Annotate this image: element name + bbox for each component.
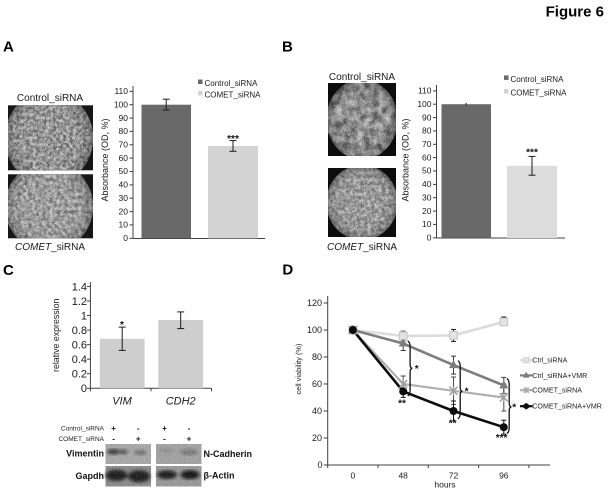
svg-text:Gapdh: Gapdh [76, 471, 105, 481]
svg-text:0: 0 [317, 460, 322, 470]
svg-text:B: B [282, 39, 293, 56]
svg-text:*: * [120, 320, 124, 331]
svg-text:+: + [136, 435, 141, 444]
svg-text:0: 0 [81, 383, 87, 395]
svg-text:β-Actin: β-Actin [204, 471, 235, 481]
svg-text:**: ** [449, 419, 457, 430]
svg-text:CDH2: CDH2 [166, 396, 196, 408]
svg-text:0.6: 0.6 [72, 340, 87, 352]
svg-text:COMET_siRNA: COMET_siRNA [532, 387, 582, 395]
svg-text:90: 90 [119, 113, 129, 123]
svg-text:80: 80 [422, 126, 432, 136]
svg-text:100: 100 [307, 325, 322, 335]
svg-text:30: 30 [119, 193, 129, 203]
svg-text:96: 96 [499, 471, 509, 481]
svg-text:Control_siRNA: Control_siRNA [17, 93, 83, 104]
svg-text:1.2: 1.2 [72, 296, 87, 308]
svg-text:*: * [512, 402, 516, 413]
svg-text:40: 40 [422, 179, 432, 189]
svg-text:20: 20 [119, 206, 129, 216]
svg-text:Ctrl_siRNA+VMR: Ctrl_siRNA+VMR [532, 372, 587, 380]
svg-text:20: 20 [422, 206, 432, 216]
svg-text:*: * [465, 387, 469, 398]
svg-text:1: 1 [81, 310, 87, 322]
svg-text:100: 100 [417, 99, 431, 109]
svg-text:0: 0 [427, 233, 432, 243]
svg-text:-: - [188, 424, 191, 433]
svg-text:Vimentin: Vimentin [66, 449, 104, 459]
svg-text:COMET_siRNA: COMET_siRNA [15, 242, 85, 253]
svg-text:50: 50 [422, 166, 432, 176]
svg-text:48: 48 [398, 471, 408, 481]
svg-text:60: 60 [312, 379, 322, 389]
svg-text:cell viability (%): cell viability (%) [294, 344, 303, 395]
svg-text:Control_siRNA: Control_siRNA [329, 72, 395, 83]
svg-text:VIM: VIM [112, 396, 132, 408]
svg-text:50: 50 [119, 166, 129, 176]
svg-text:0.8: 0.8 [72, 325, 87, 337]
svg-text:30: 30 [422, 192, 432, 202]
svg-text:72: 72 [449, 471, 459, 481]
svg-text:COMET_siRNA: COMET_siRNA [511, 89, 568, 98]
svg-text:D: D [282, 262, 293, 279]
svg-text:70: 70 [119, 140, 129, 150]
svg-text:40: 40 [312, 406, 322, 416]
svg-text:Absorbance (OD, %): Absorbance (OD, %) [401, 118, 411, 201]
svg-text:1.4: 1.4 [72, 281, 87, 293]
svg-text:Absorbance (OD, %): Absorbance (OD, %) [100, 118, 110, 201]
svg-text:relative expression: relative expression [51, 299, 61, 372]
svg-text:60: 60 [119, 153, 129, 163]
svg-text:80: 80 [312, 352, 322, 362]
svg-text:**: ** [398, 399, 406, 410]
svg-text:+: + [162, 424, 167, 433]
svg-text:COMET_siRNA: COMET_siRNA [327, 242, 397, 253]
svg-text:COMET_siRNA: COMET_siRNA [58, 436, 104, 443]
svg-text:90: 90 [422, 112, 432, 122]
svg-text:N-Cadherin: N-Cadherin [204, 449, 253, 459]
svg-text:hours: hours [434, 480, 455, 490]
svg-text:-: - [137, 424, 140, 433]
svg-text:***: *** [496, 433, 508, 444]
svg-text:-: - [163, 435, 166, 444]
svg-text:*: * [415, 364, 419, 375]
svg-text:0: 0 [351, 471, 356, 481]
svg-text:0.2: 0.2 [72, 369, 87, 381]
svg-text:120: 120 [307, 298, 322, 308]
svg-text:Control_siRNA: Control_siRNA [61, 426, 105, 433]
svg-text:Figure 6: Figure 6 [546, 4, 604, 21]
svg-text:80: 80 [119, 126, 129, 136]
svg-text:0.4: 0.4 [72, 354, 87, 366]
svg-text:10: 10 [119, 220, 129, 230]
svg-text:-: - [112, 435, 115, 444]
svg-text:10: 10 [422, 219, 432, 229]
svg-text:60: 60 [422, 152, 432, 162]
svg-text:Ctrl_siRNA: Ctrl_siRNA [532, 357, 567, 365]
svg-text:COMET_siRNA: COMET_siRNA [205, 90, 262, 99]
svg-text:Control_siRNA: Control_siRNA [511, 75, 565, 84]
svg-text:***: *** [227, 134, 239, 145]
svg-text:A: A [3, 39, 14, 56]
svg-text:70: 70 [422, 139, 432, 149]
svg-text:C: C [3, 262, 14, 279]
svg-text:+: + [187, 435, 192, 444]
svg-text:+: + [111, 424, 116, 433]
svg-text:Control_siRNA: Control_siRNA [205, 79, 259, 88]
svg-text:20: 20 [312, 433, 322, 443]
svg-text:110: 110 [418, 86, 432, 96]
svg-text:***: *** [526, 148, 538, 159]
svg-text:110: 110 [114, 86, 128, 96]
svg-text:40: 40 [119, 180, 129, 190]
svg-text:0: 0 [123, 233, 128, 243]
svg-text:100: 100 [114, 99, 128, 109]
svg-text:COMET_siRNA+VMR: COMET_siRNA+VMR [532, 403, 602, 411]
